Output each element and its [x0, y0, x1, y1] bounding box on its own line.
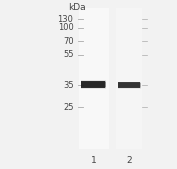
Text: 55: 55 — [63, 50, 73, 59]
Bar — [81, 80, 106, 89]
Bar — [118, 82, 141, 89]
Bar — [118, 82, 141, 88]
Text: 100: 100 — [58, 23, 73, 32]
Bar — [81, 82, 106, 88]
Bar — [81, 81, 106, 88]
Bar — [81, 82, 106, 87]
Bar — [118, 82, 141, 89]
Bar — [118, 83, 141, 88]
Bar — [118, 83, 141, 88]
Bar — [81, 81, 106, 88]
Bar — [81, 81, 106, 88]
Text: 1: 1 — [91, 156, 97, 165]
Bar — [118, 82, 141, 89]
Bar — [79, 8, 109, 149]
Text: 130: 130 — [58, 15, 73, 24]
Text: 2: 2 — [126, 156, 132, 165]
Text: kDa: kDa — [68, 3, 86, 12]
Bar — [81, 82, 106, 87]
Bar — [81, 80, 106, 89]
Bar — [81, 81, 105, 88]
Bar — [118, 83, 141, 87]
Bar — [81, 82, 106, 87]
Bar — [118, 83, 141, 88]
Text: 35: 35 — [63, 81, 73, 90]
Bar — [81, 80, 106, 89]
Bar — [81, 80, 106, 89]
Bar — [118, 83, 141, 88]
Text: 70: 70 — [63, 37, 73, 46]
Bar — [118, 82, 140, 88]
Bar — [116, 8, 142, 149]
Text: 25: 25 — [63, 103, 73, 112]
Bar — [118, 82, 141, 89]
Bar — [81, 81, 106, 88]
